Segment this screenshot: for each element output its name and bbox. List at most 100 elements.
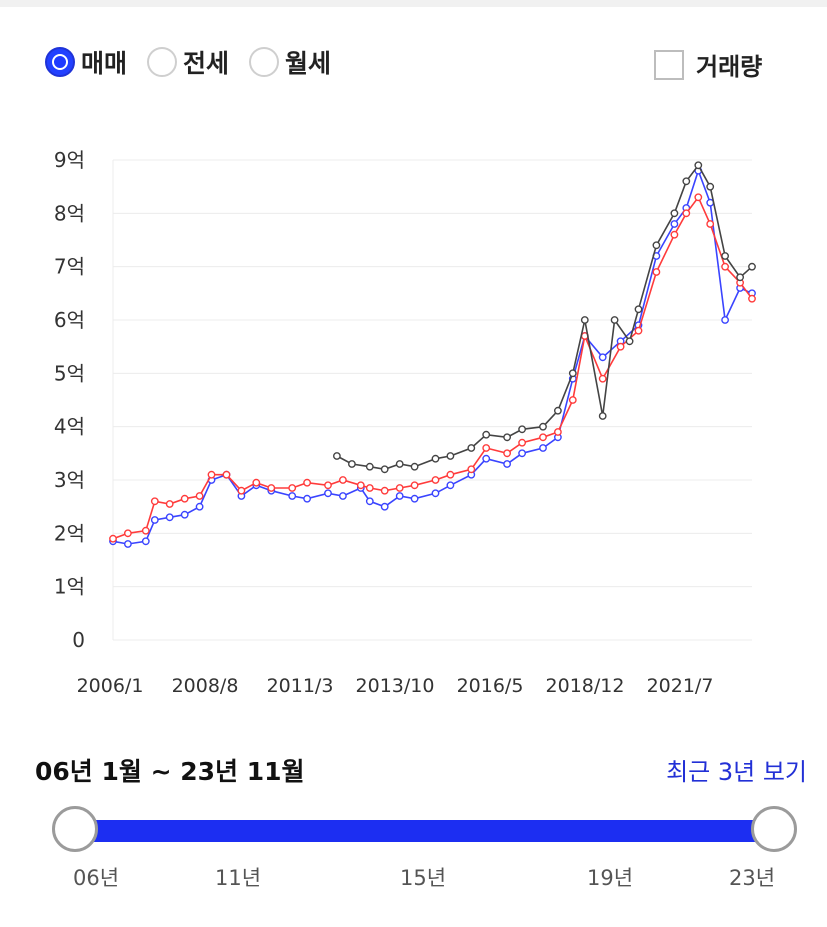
- y-tick-label: 8억: [54, 201, 85, 225]
- x-tick-label: 2011/3: [267, 675, 334, 697]
- data-point: [539, 422, 547, 431]
- data-point: [288, 492, 297, 500]
- data-point: [446, 481, 455, 490]
- data-point: [446, 470, 455, 479]
- data-point: [380, 502, 389, 511]
- radio-jeonse-icon: [147, 47, 178, 77]
- data-point: [303, 494, 311, 503]
- data-point: [395, 492, 404, 500]
- series-line: [112, 195, 753, 540]
- data-point: [180, 510, 189, 519]
- radio-monthly-rent-label: 월세: [285, 49, 332, 78]
- data-point: [625, 337, 634, 346]
- data-point: [670, 209, 679, 218]
- data-point: [237, 486, 246, 495]
- data-point: [694, 161, 703, 170]
- data-point: [410, 481, 419, 490]
- checkbox-icon: [654, 49, 684, 80]
- slider-tick: 15년: [399, 866, 447, 890]
- volume-checkbox[interactable]: 거래량: [654, 47, 762, 82]
- y-tick-label: 1억: [54, 575, 85, 599]
- data-point: [222, 470, 231, 479]
- data-point: [338, 492, 347, 500]
- x-tick-label: 2006/1: [77, 675, 144, 697]
- data-point: [288, 484, 297, 492]
- deal-type-radio-group: 매매 전세 월세: [45, 42, 351, 82]
- radio-sale-label: 매매: [81, 49, 128, 78]
- slider-tick: 23년: [728, 866, 776, 890]
- radio-sale-icon: [45, 47, 75, 77]
- slider-track[interactable]: [75, 820, 775, 842]
- data-point: [267, 484, 276, 492]
- data-point: [652, 241, 661, 250]
- data-point: [568, 369, 577, 378]
- radio-monthly-rent[interactable]: 월세: [249, 44, 331, 80]
- x-tick-label: 2018/12: [546, 675, 625, 697]
- data-point: [252, 478, 261, 487]
- data-point: [721, 316, 729, 324]
- data-point: [748, 294, 756, 303]
- data-point: [736, 273, 744, 282]
- data-point: [580, 316, 589, 324]
- radio-sale[interactable]: 매매: [45, 44, 127, 80]
- data-point: [598, 412, 607, 420]
- data-point: [380, 465, 389, 474]
- y-tick-label: 6억: [54, 308, 85, 332]
- data-point: [141, 537, 150, 546]
- x-tick-label: 2013/10: [356, 675, 435, 697]
- data-point: [518, 449, 526, 458]
- data-point: [706, 182, 715, 191]
- data-point: [365, 462, 374, 471]
- slider-end-handle[interactable]: [751, 806, 797, 852]
- data-point: [380, 486, 389, 495]
- data-point: [598, 353, 607, 362]
- data-point: [195, 492, 204, 500]
- data-point: [395, 484, 404, 492]
- data-point: [554, 406, 562, 415]
- data-point: [670, 230, 679, 239]
- slider-start-handle[interactable]: [52, 806, 98, 852]
- date-range-label: 06년 1월 ~ 23년 11월: [35, 757, 305, 786]
- data-point: [150, 497, 159, 506]
- data-point: [303, 478, 311, 487]
- series-line: [112, 168, 753, 545]
- data-point: [721, 262, 729, 271]
- y-tick-label: 2억: [54, 521, 85, 545]
- slider-tick: 06년: [72, 866, 120, 890]
- x-tick-label: 2008/8: [172, 675, 239, 697]
- y-tick-label: 0: [72, 628, 85, 652]
- y-tick-label: 7억: [54, 255, 85, 279]
- data-point: [568, 396, 577, 404]
- slider-tick: 11년: [214, 866, 262, 890]
- data-point: [634, 326, 643, 335]
- data-point: [365, 497, 374, 506]
- recent-3-years-link[interactable]: 최근 3년 보기: [666, 758, 807, 786]
- date-range-slider: [0, 800, 827, 860]
- data-point: [721, 252, 729, 260]
- data-point: [694, 193, 703, 202]
- data-point: [748, 262, 756, 271]
- data-point: [324, 489, 332, 498]
- data-point: [324, 481, 332, 490]
- data-point: [446, 452, 455, 460]
- data-point: [431, 489, 440, 498]
- data-point: [670, 220, 679, 228]
- x-tick-label: 2016/5: [457, 675, 524, 697]
- slider-tick: 19년: [586, 866, 634, 890]
- data-point: [207, 470, 216, 479]
- data-point: [431, 454, 440, 463]
- data-point: [124, 529, 132, 538]
- y-tick-label: 9억: [54, 148, 85, 172]
- data-point: [332, 452, 341, 460]
- data-point: [616, 342, 625, 351]
- data-point: [610, 316, 619, 324]
- data-point: [503, 433, 511, 442]
- data-point: [410, 494, 419, 503]
- data-point: [410, 462, 419, 471]
- series-line: [336, 163, 753, 471]
- radio-jeonse[interactable]: 전세: [147, 44, 229, 80]
- data-point: [180, 494, 189, 503]
- top-divider: [0, 0, 827, 7]
- data-point: [503, 449, 511, 458]
- data-point: [539, 433, 547, 442]
